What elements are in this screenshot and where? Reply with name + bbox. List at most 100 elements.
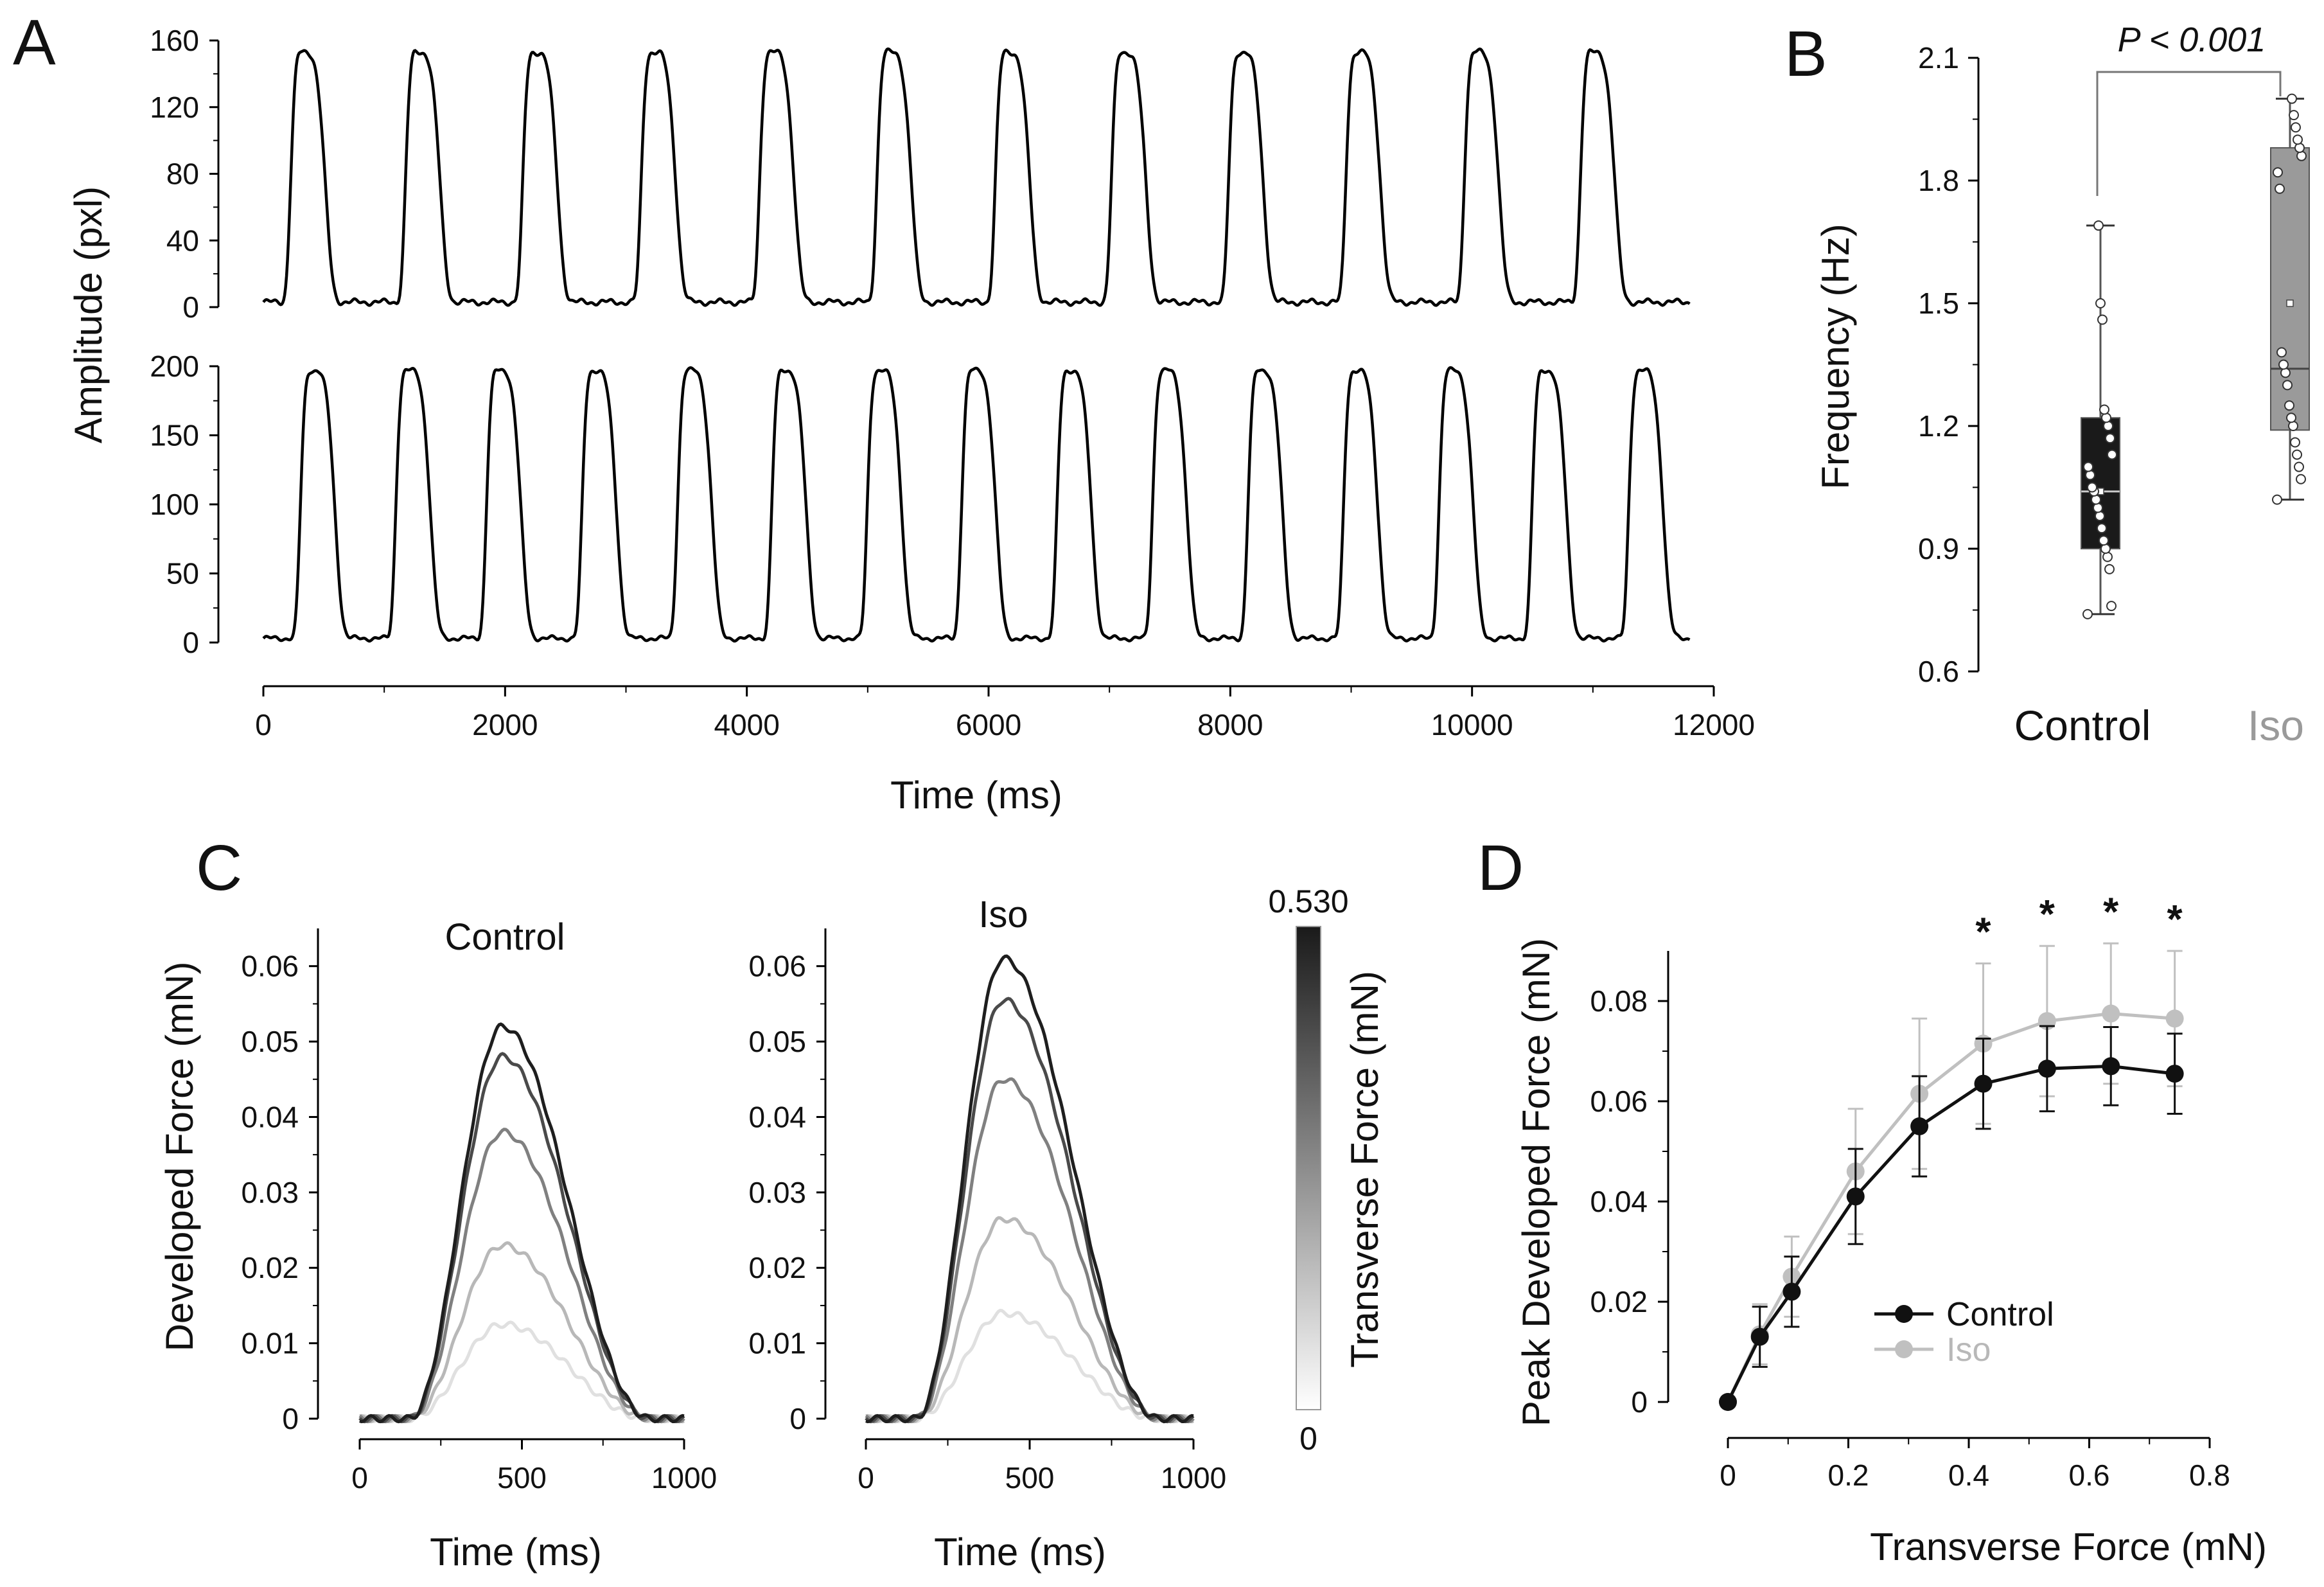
c-control-trace-5 — [359, 1022, 685, 1424]
control-point — [1783, 1282, 1801, 1301]
control-point — [1846, 1187, 1865, 1206]
iso-data-point — [2287, 93, 2297, 104]
panel-d: 0.08 0.06 0.04 0.02 0 0 0.2 0.4 0.6 0.8 * * * * Peak… — [1515, 890, 2267, 1568]
a-x-tick-label: 6000 — [956, 708, 1021, 741]
iso-data-point — [2296, 474, 2306, 484]
a-x-tick-label: 8000 — [1197, 708, 1263, 741]
control-data-point — [2100, 544, 2111, 554]
panel-d-y-label: Peak Developed Force (mN) — [1515, 938, 1558, 1426]
d-x-tick-label: 0.8 — [2189, 1458, 2230, 1492]
panel-a: 160 120 80 40 0 200 150 100 50 0 0 2000 4000 6000 80… — [67, 24, 1755, 817]
panel-label-d: D — [1477, 832, 1524, 904]
c-iso-x-tick-label: 0 — [858, 1461, 874, 1494]
legend-control-label: Control — [1946, 1296, 2054, 1333]
panel-a-x-axis: 0 2000 4000 6000 8000 10000 12000 — [255, 685, 1755, 741]
panel-c-iso-x-label: Time (ms) — [934, 1530, 1106, 1574]
control-data-point — [2103, 421, 2113, 431]
significance-bracket — [2096, 71, 2282, 196]
iso-data-point — [2294, 143, 2305, 154]
control-data-point — [2107, 449, 2117, 460]
panel-label-c: C — [196, 832, 242, 904]
iso-data-point — [2282, 380, 2293, 391]
panel-c-iso-axes: 0.06 0.05 0.04 0.03 0.02 0.01 0 0 500 1000 — [748, 928, 1226, 1494]
iso-point — [2102, 1004, 2120, 1023]
c-iso-trace-3 — [865, 1077, 1195, 1424]
significance-star: * — [2167, 898, 2183, 942]
b-y-tick-label: 1.2 — [1918, 409, 1959, 443]
iso-data-point — [2276, 347, 2287, 358]
iso-mean-marker — [2286, 299, 2294, 307]
legend-iso-label: Iso — [1946, 1331, 1991, 1369]
a-top-y-tick-label: 160 — [150, 24, 199, 57]
control-point — [1750, 1327, 1769, 1346]
a-top-y-tick-label: 120 — [150, 91, 199, 124]
iso-data-point — [2290, 437, 2300, 448]
d-x-tick-label: 0.4 — [1948, 1458, 1989, 1492]
iso-data-point — [2278, 359, 2289, 370]
legend-control-marker — [1895, 1305, 1913, 1323]
panel-c-control-axes: 0.06 0.05 0.04 0.03 0.02 0.01 0 0 500 1000 — [241, 928, 717, 1494]
control-data-point — [2101, 412, 2111, 423]
a-top-y-tick-label: 0 — [182, 290, 199, 324]
panel-a-top-y-axis: 160 120 80 40 0 — [150, 24, 220, 324]
control-data-point — [2095, 298, 2106, 308]
b-y-tick-label: 0.6 — [1918, 655, 1959, 688]
c-iso-trace-1 — [865, 1309, 1195, 1424]
b-y-tick-label: 2.1 — [1918, 41, 1959, 75]
panel-b-boxes — [2081, 93, 2310, 619]
panel-c-iso-traces — [865, 954, 1195, 1424]
panel-label-a: A — [13, 6, 56, 78]
panel-b-y-label: Frequency (Hz) — [1814, 224, 1857, 489]
a-x-tick-label: 4000 — [714, 708, 779, 741]
control-data-point — [2097, 314, 2108, 325]
a-x-tick-label: 12000 — [1673, 708, 1755, 741]
c-control-y-tick-label: 0.02 — [241, 1251, 299, 1284]
panel-b: 2.1 1.8 1.5 1.2 0.9 0.6 P < 0.001 Frequency (… — [1814, 21, 2310, 749]
panel-d-x-label: Transverse Force (mN) — [1870, 1525, 2267, 1568]
control-data-point — [2091, 494, 2101, 505]
d-y-tick-label: 0 — [1631, 1385, 1648, 1419]
c-iso-y-tick-label: 0.03 — [748, 1176, 806, 1209]
panel-d-axes: 0.08 0.06 0.04 0.02 0 0 0.2 0.4 0.6 0.8 — [1590, 951, 2230, 1492]
d-x-tick-label: 0.6 — [2069, 1458, 2110, 1492]
control-point — [2038, 1059, 2056, 1078]
panel-d-legend: Control Iso — [1874, 1296, 2054, 1369]
a-x-tick-label: 0 — [255, 708, 272, 741]
control-data-point — [2082, 608, 2093, 619]
c-control-trace-3 — [358, 1128, 685, 1424]
control-data-point — [2104, 563, 2115, 574]
c-iso-y-tick-label: 0.02 — [748, 1251, 806, 1284]
a-x-tick-label: 10000 — [1431, 708, 1513, 741]
a-x-tick-label: 2000 — [472, 708, 538, 741]
iso-point — [2165, 1009, 2184, 1028]
control-data-point — [2097, 523, 2107, 534]
control-data-point — [2105, 433, 2115, 444]
panel-a-top-trace — [262, 47, 1691, 307]
b-y-tick-label: 0.9 — [1918, 532, 1959, 565]
a-bot-y-tick-label: 100 — [150, 488, 199, 521]
a-top-y-tick-label: 80 — [166, 157, 199, 191]
iso-data-point — [2296, 150, 2307, 161]
group-label-control: Control — [2014, 702, 2151, 749]
c-control-x-tick-label: 0 — [351, 1461, 368, 1494]
control-data-point — [2085, 470, 2095, 481]
c-iso-x-tick-label: 500 — [1005, 1461, 1055, 1494]
iso-data-point — [2275, 183, 2285, 194]
d-y-tick-label: 0.06 — [1590, 1085, 1648, 1118]
a-bot-y-tick-label: 150 — [150, 419, 199, 452]
control-data-point — [2087, 482, 2097, 493]
control-data-point — [2099, 535, 2109, 546]
significance-star: * — [2103, 890, 2119, 934]
c-iso-trace-2 — [865, 1216, 1194, 1424]
control-point — [1910, 1117, 1929, 1135]
control-data-point — [2093, 502, 2103, 513]
c-iso-trace-4 — [865, 997, 1195, 1424]
group-label-iso: Iso — [2248, 702, 2304, 749]
panel-b-y-axis: 2.1 1.8 1.5 1.2 0.9 0.6 — [1918, 41, 1980, 688]
control-data-point — [2095, 511, 2105, 522]
iso-data-point — [2293, 134, 2303, 145]
panel-a-bottom-y-axis: 200 150 100 50 0 — [150, 350, 220, 659]
c-control-trace-1 — [358, 1320, 685, 1424]
